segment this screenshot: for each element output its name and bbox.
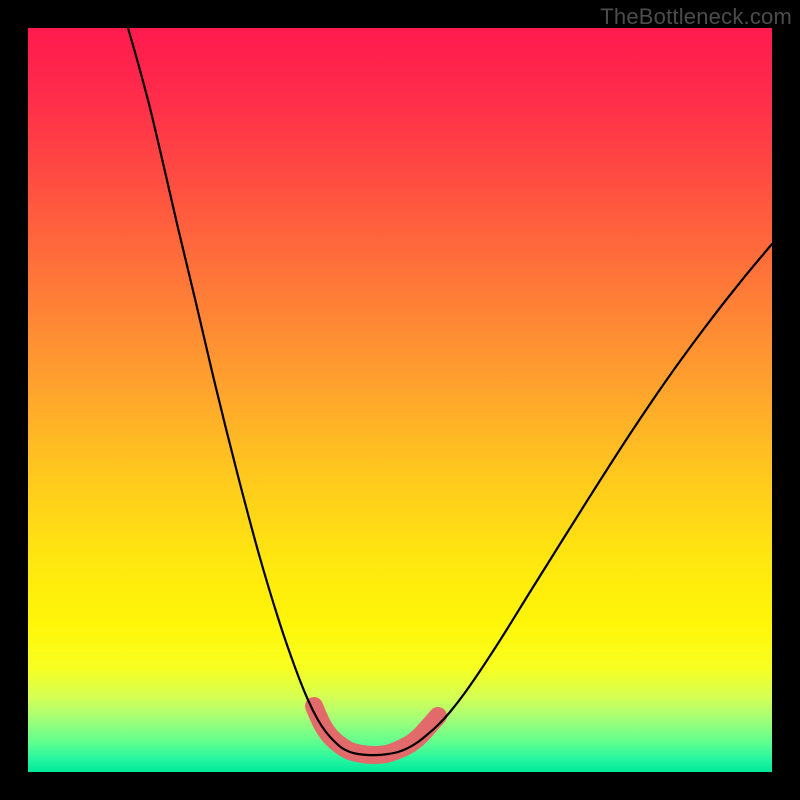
watermark-text: TheBottleneck.com <box>600 4 792 30</box>
gradient-plot-area <box>28 28 772 772</box>
bottleneck-chart <box>0 0 800 800</box>
